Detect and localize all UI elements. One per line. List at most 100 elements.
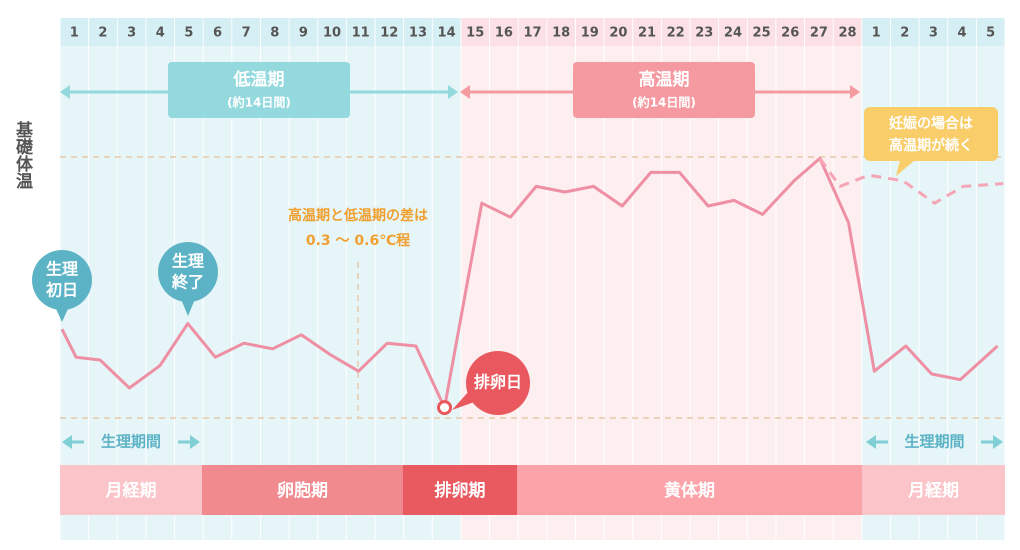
callout-text: 初日 — [45, 281, 78, 300]
callout-text: 高温期が続く — [889, 137, 973, 154]
day-column — [776, 18, 805, 540]
day-header — [575, 18, 604, 46]
phase-name: 月経期 — [907, 480, 959, 501]
day-column — [805, 18, 833, 540]
day-header — [318, 18, 346, 46]
phase-name: 排卵期 — [435, 480, 486, 501]
day-column — [404, 18, 432, 540]
day-header — [117, 18, 146, 46]
day-header — [375, 18, 404, 46]
day-header — [432, 18, 461, 46]
day-header — [175, 18, 203, 46]
day-header — [203, 18, 232, 46]
day-label: 19 — [581, 26, 599, 41]
phase-segment — [862, 465, 1005, 515]
phase-name: 卵胞期 — [277, 480, 328, 501]
day-label: 18 — [552, 26, 570, 41]
temperature-line — [818, 157, 1004, 205]
day-label: 7 — [242, 26, 251, 41]
day-label: 24 — [724, 26, 742, 41]
phase-title: 低温期 — [233, 69, 285, 90]
day-column — [117, 18, 146, 540]
day-column — [461, 18, 490, 540]
day-column — [375, 18, 404, 540]
day-label: 3 — [127, 26, 136, 41]
callout — [864, 107, 998, 161]
day-label: 25 — [753, 26, 771, 41]
callout-tail — [896, 160, 915, 176]
day-label: 21 — [638, 26, 656, 41]
phase-title: 高温期 — [639, 69, 690, 90]
difference-note: 高温期と低温期の差は — [288, 207, 428, 224]
day-header — [948, 18, 976, 46]
day-header — [289, 18, 318, 46]
day-label: 1 — [70, 26, 79, 41]
day-header — [919, 18, 948, 46]
day-header — [346, 18, 375, 46]
day-header — [490, 18, 518, 46]
day-label: 2 — [900, 26, 909, 41]
day-header — [260, 18, 289, 46]
callout-text: 生理 — [46, 260, 78, 279]
day-label: 5 — [184, 26, 193, 41]
phase-box — [573, 62, 755, 118]
difference-note: 0.3 〜 0.6℃程 — [306, 233, 410, 249]
day-header — [661, 18, 690, 46]
day-header — [60, 18, 89, 46]
day-label: 3 — [929, 26, 938, 41]
day-header — [890, 18, 919, 46]
day-label: 10 — [323, 26, 341, 41]
day-label: 8 — [270, 26, 279, 41]
day-header — [604, 18, 633, 46]
day-label: 5 — [986, 26, 995, 41]
day-column — [833, 18, 862, 540]
phase-name: 月経期 — [105, 480, 157, 501]
callout — [32, 250, 92, 310]
day-label: 28 — [838, 26, 856, 41]
day-header — [461, 18, 490, 46]
day-label: 13 — [409, 26, 427, 41]
day-column — [346, 18, 375, 540]
day-column — [518, 18, 547, 540]
day-label: 2 — [98, 26, 107, 41]
day-header — [547, 18, 575, 46]
day-label: 12 — [380, 26, 398, 41]
day-label: 9 — [299, 26, 308, 41]
ovulation-point — [437, 400, 453, 416]
day-label: 22 — [667, 26, 685, 41]
day-column — [547, 18, 575, 540]
span-label: 生理期間 — [904, 433, 964, 451]
callout — [158, 242, 218, 302]
day-label: 20 — [609, 26, 627, 41]
span-label: 生理期間 — [101, 433, 161, 451]
phase-note: (約14日間) — [227, 95, 291, 110]
day-header — [719, 18, 747, 46]
callout-text: 終了 — [171, 273, 204, 292]
day-header — [518, 18, 547, 46]
day-label: 15 — [466, 26, 484, 41]
day-label: 4 — [958, 26, 967, 41]
day-label: 23 — [695, 26, 713, 41]
callout-text: 妊娠の場合は — [889, 115, 973, 132]
day-label: 1 — [872, 26, 881, 41]
day-column — [890, 18, 919, 540]
callout-text: 生理 — [172, 252, 204, 271]
y-label: 基礎体温 — [12, 120, 34, 189]
phase-name: 黄体期 — [664, 480, 715, 501]
day-header — [747, 18, 776, 46]
day-column — [490, 18, 518, 540]
day-header — [146, 18, 175, 46]
day-header — [805, 18, 833, 46]
phase-note: (約14日間) — [632, 95, 696, 110]
callout-text: 排卵日 — [474, 373, 522, 392]
day-header — [776, 18, 805, 46]
phase-segment — [202, 465, 403, 515]
day-label: 14 — [438, 26, 456, 41]
day-header — [232, 18, 260, 46]
day-column — [976, 18, 1005, 540]
day-header — [976, 18, 1005, 46]
day-header — [633, 18, 661, 46]
day-label: 4 — [156, 26, 165, 41]
day-header — [833, 18, 862, 46]
